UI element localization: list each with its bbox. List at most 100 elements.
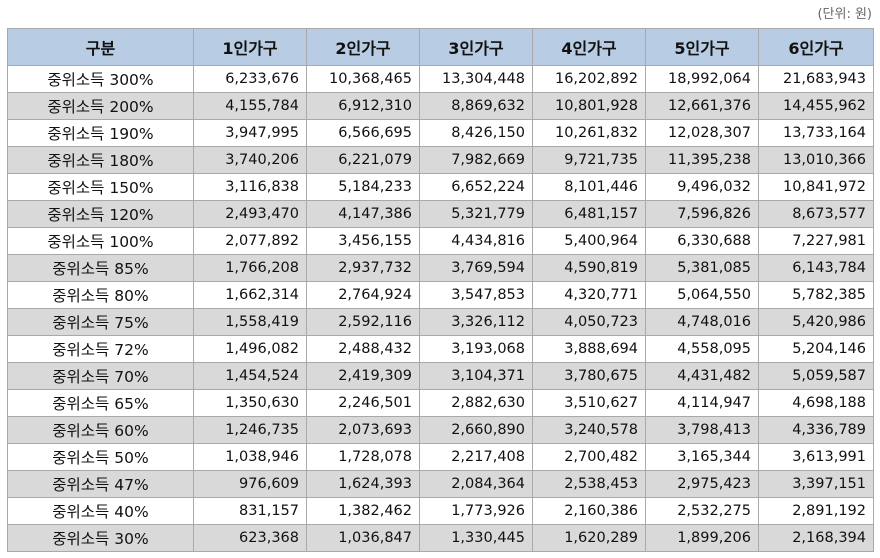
table-row: 중위소득 50% 1,038,946 1,728,078 2,217,408 2,700… xyxy=(7,443,874,471)
median-income-table: 구분 1인가구 2인가구 3인가구 4인가구 5인가구 6인가구 중위소득 30… xyxy=(7,28,874,552)
table-row: 중위소득 200% 4,155,784 6,912,310 8,869,632 10,8… xyxy=(7,92,874,120)
value-cell: 4,698,188 xyxy=(758,389,874,417)
value-cell: 5,400,964 xyxy=(532,227,646,255)
value-cell: 3,116,838 xyxy=(193,173,307,201)
row-label-cell: 중위소득 60% xyxy=(7,416,194,444)
row-label-cell: 중위소득 70% xyxy=(7,362,194,390)
value-cell: 5,064,550 xyxy=(645,281,759,309)
value-cell: 3,798,413 xyxy=(645,416,759,444)
value-cell: 1,038,946 xyxy=(193,443,307,471)
table-row: 중위소득 40% 831,157 1,382,462 1,773,926 2,160,3… xyxy=(7,497,874,525)
value-cell: 4,114,947 xyxy=(645,389,759,417)
table-row: 중위소득 80% 1,662,314 2,764,924 3,547,853 4,320… xyxy=(7,281,874,309)
value-cell: 5,782,385 xyxy=(758,281,874,309)
value-cell: 6,912,310 xyxy=(306,92,420,120)
value-cell: 2,891,192 xyxy=(758,497,874,525)
value-cell: 3,613,991 xyxy=(758,443,874,471)
value-cell: 5,381,085 xyxy=(645,254,759,282)
value-cell: 1,330,445 xyxy=(419,524,533,552)
row-label-cell: 중위소득 200% xyxy=(7,92,194,120)
value-cell: 2,160,386 xyxy=(532,497,646,525)
header-3-person: 3인가구 xyxy=(419,28,533,66)
value-cell: 2,168,394 xyxy=(758,524,874,552)
row-label-cell: 중위소득 30% xyxy=(7,524,194,552)
value-cell: 3,780,675 xyxy=(532,362,646,390)
row-label-cell: 중위소득 65% xyxy=(7,389,194,417)
value-cell: 1,728,078 xyxy=(306,443,420,471)
row-label-cell: 중위소득 120% xyxy=(7,200,194,228)
table-row: 중위소득 70% 1,454,524 2,419,309 3,104,371 3,780… xyxy=(7,362,874,390)
value-cell: 11,395,238 xyxy=(645,146,759,174)
row-label-cell: 중위소득 190% xyxy=(7,119,194,147)
value-cell: 2,538,453 xyxy=(532,470,646,498)
value-cell: 1,454,524 xyxy=(193,362,307,390)
row-label-cell: 중위소득 80% xyxy=(7,281,194,309)
value-cell: 1,036,847 xyxy=(306,524,420,552)
header-1-person: 1인가구 xyxy=(193,28,307,66)
value-cell: 7,596,826 xyxy=(645,200,759,228)
unit-note: (단위: 원) xyxy=(817,7,872,22)
value-cell: 10,841,972 xyxy=(758,173,874,201)
value-cell: 2,488,432 xyxy=(306,335,420,363)
value-cell: 4,336,789 xyxy=(758,416,874,444)
value-cell: 2,419,309 xyxy=(306,362,420,390)
table-row: 중위소득 65% 1,350,630 2,246,501 2,882,630 3,510… xyxy=(7,389,874,417)
header-6-person: 6인가구 xyxy=(758,28,874,66)
value-cell: 18,992,064 xyxy=(645,65,759,93)
row-label-cell: 중위소득 85% xyxy=(7,254,194,282)
header-4-person: 4인가구 xyxy=(532,28,646,66)
value-cell: 7,982,669 xyxy=(419,146,533,174)
value-cell: 4,431,482 xyxy=(645,362,759,390)
row-label-cell: 중위소득 300% xyxy=(7,65,194,93)
value-cell: 2,882,630 xyxy=(419,389,533,417)
value-cell: 6,221,079 xyxy=(306,146,420,174)
value-cell: 2,700,482 xyxy=(532,443,646,471)
table-row: 중위소득 75% 1,558,419 2,592,116 3,326,112 4,050… xyxy=(7,308,874,336)
value-cell: 3,510,627 xyxy=(532,389,646,417)
value-cell: 13,010,366 xyxy=(758,146,874,174)
value-cell: 1,773,926 xyxy=(419,497,533,525)
value-cell: 10,368,465 xyxy=(306,65,420,93)
value-cell: 12,661,376 xyxy=(645,92,759,120)
value-cell: 1,624,393 xyxy=(306,470,420,498)
value-cell: 1,662,314 xyxy=(193,281,307,309)
table-row: 중위소득 30% 623,368 1,036,847 1,330,445 1,620,2… xyxy=(7,524,874,552)
value-cell: 7,227,981 xyxy=(758,227,874,255)
table-row: 중위소득 180% 3,740,206 6,221,079 7,982,669 9,72… xyxy=(7,146,874,174)
value-cell: 623,368 xyxy=(193,524,307,552)
table-row: 중위소득 47% 976,609 1,624,393 2,084,364 2,538,4… xyxy=(7,470,874,498)
value-cell: 2,764,924 xyxy=(306,281,420,309)
value-cell: 4,050,723 xyxy=(532,308,646,336)
table-row: 중위소득 120% 2,493,470 4,147,386 5,321,779 6,48… xyxy=(7,200,874,228)
value-cell: 3,769,594 xyxy=(419,254,533,282)
value-cell: 5,059,587 xyxy=(758,362,874,390)
table-row: 중위소득 100% 2,077,892 3,456,155 4,434,816 5,40… xyxy=(7,227,874,255)
value-cell: 6,566,695 xyxy=(306,119,420,147)
value-cell: 831,157 xyxy=(193,497,307,525)
value-cell: 3,740,206 xyxy=(193,146,307,174)
value-cell: 9,496,032 xyxy=(645,173,759,201)
value-cell: 5,184,233 xyxy=(306,173,420,201)
value-cell: 1,382,462 xyxy=(306,497,420,525)
value-cell: 8,673,577 xyxy=(758,200,874,228)
header-5-person: 5인가구 xyxy=(645,28,759,66)
value-cell: 6,233,676 xyxy=(193,65,307,93)
row-label-cell: 중위소득 150% xyxy=(7,173,194,201)
value-cell: 2,246,501 xyxy=(306,389,420,417)
header-2-person: 2인가구 xyxy=(306,28,420,66)
value-cell: 2,937,732 xyxy=(306,254,420,282)
value-cell: 8,101,446 xyxy=(532,173,646,201)
value-cell: 2,532,275 xyxy=(645,497,759,525)
value-cell: 2,592,116 xyxy=(306,308,420,336)
value-cell: 1,246,735 xyxy=(193,416,307,444)
row-label-cell: 중위소득 75% xyxy=(7,308,194,336)
value-cell: 8,426,150 xyxy=(419,119,533,147)
value-cell: 6,330,688 xyxy=(645,227,759,255)
value-cell: 3,397,151 xyxy=(758,470,874,498)
table-row: 중위소득 190% 3,947,995 6,566,695 8,426,150 10,2… xyxy=(7,119,874,147)
value-cell: 2,975,423 xyxy=(645,470,759,498)
value-cell: 6,481,157 xyxy=(532,200,646,228)
value-cell: 4,147,386 xyxy=(306,200,420,228)
value-cell: 2,073,693 xyxy=(306,416,420,444)
value-cell: 4,590,819 xyxy=(532,254,646,282)
